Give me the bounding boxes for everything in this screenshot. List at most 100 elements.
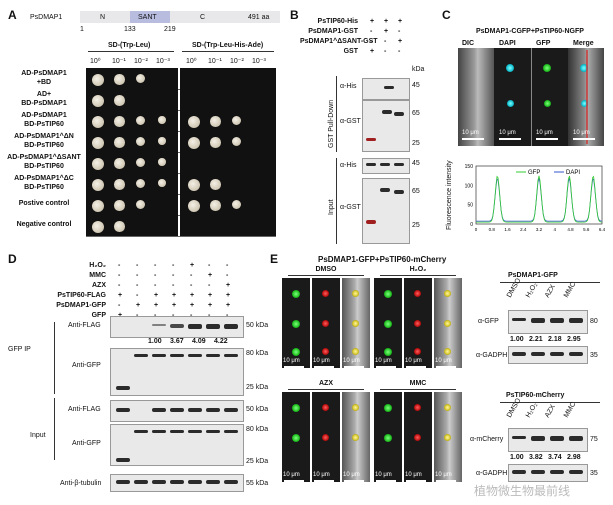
treatment-sign: +: [226, 302, 231, 309]
scale-bar: [436, 480, 456, 482]
yeast-colony: [92, 137, 104, 149]
scale-bar: [406, 480, 426, 482]
mcherry-nucleus: [414, 404, 421, 411]
gfp-signal: [544, 100, 551, 107]
his-blot-input: [362, 158, 410, 174]
his-band: [384, 86, 394, 89]
dilution-label: 10⁻³: [156, 58, 170, 65]
yeast-row-label-1: AD-PsDMAP1^ΔC: [14, 175, 74, 182]
flag-input-band: [116, 408, 130, 412]
scale-label: 10 μm: [343, 358, 360, 364]
pulldown-sign: +: [398, 18, 403, 25]
scale-label: 10 μm: [283, 358, 300, 364]
gfp-ip-band-80: [206, 354, 220, 357]
yeast-row-label-1: AD+: [36, 91, 52, 98]
pulldown-sign: +: [384, 28, 389, 35]
dilution-label: 10⁰: [186, 58, 197, 65]
ab-flag-ip: Anti-FLAG: [68, 322, 101, 329]
gadph-e-band-2: [531, 470, 545, 474]
x-tick-label: 1.6: [504, 227, 511, 232]
yeast-colony: [158, 116, 166, 124]
coip-quant-value: 1.00: [148, 338, 162, 345]
treatment-sign: +: [190, 292, 195, 299]
scale-label: 10 μm: [405, 358, 422, 364]
dilution-label: 10⁰: [90, 58, 101, 65]
channel-label: DAPI: [499, 40, 516, 47]
gfp-ip-band-80: [170, 354, 184, 357]
mch-quant-value: 1.00: [510, 454, 524, 461]
ab-gst-1: α-GST: [340, 118, 361, 125]
scale-label: 10 μm: [343, 472, 360, 478]
yeast-colony: [158, 137, 166, 145]
treatment-sign: +: [208, 272, 213, 279]
y-tick-label: 0: [470, 222, 473, 228]
pulldown-sign: +: [398, 38, 403, 45]
scale-label: 10 μm: [435, 472, 452, 478]
treatment-sign: -: [208, 312, 210, 320]
ab-his-1: α-His: [340, 83, 357, 90]
yeast-colony: [92, 116, 104, 128]
yeast-row-label-2: BD-PsDMAP1: [21, 100, 67, 107]
gadph-e-band-2: [569, 470, 583, 474]
condition-label: H₂O₂: [409, 266, 427, 273]
mcherry-nucleus: [414, 290, 421, 297]
x-tick-label: 5.6: [583, 227, 590, 232]
panel-a-letter: A: [8, 8, 17, 22]
gadph-e-band-1: [550, 352, 564, 356]
gfp-nucleus: [292, 404, 300, 412]
merge-nucleus: [444, 348, 451, 355]
gadph-e-band-1: [512, 352, 526, 356]
condition-underline: [380, 389, 456, 390]
yeast-colony: [114, 116, 125, 127]
gst-band-3: [366, 138, 376, 141]
dapi-nucleus: [506, 64, 514, 72]
gfp-ip-band-80: [134, 354, 148, 357]
yeast-row-label-1: AD-PsDMAP1: [21, 70, 67, 77]
yeast-colony: [188, 137, 200, 149]
merge-signal: [581, 100, 588, 107]
channel-label: Merge: [573, 40, 594, 47]
yeast-row-label-2: BD-PsTIP60: [24, 121, 64, 128]
panel-b-letter: B: [290, 8, 299, 22]
pulldown-condition-label: GST: [343, 48, 358, 55]
treatment-sign: +: [136, 302, 141, 309]
input-label-d: Input: [30, 432, 46, 439]
treatment-label: GFP: [91, 312, 106, 319]
flag-ip-band: [170, 324, 184, 328]
mw-25b: 25: [412, 222, 420, 229]
yeast-colony: [136, 116, 145, 125]
gst-input-band-1: [380, 188, 390, 192]
x-tick-label: 6.4: [599, 227, 606, 232]
treatment-sign: +: [172, 292, 177, 299]
mcherry-nucleus: [414, 320, 421, 327]
mch-quant-value: 2.98: [567, 454, 581, 461]
treatment-sign: -: [226, 312, 228, 320]
media-label-1: SD-(Trp-Leu): [108, 42, 151, 49]
yeast-colony: [114, 221, 125, 232]
merge-nucleus: [352, 320, 359, 327]
flag-ip-band: [152, 324, 166, 326]
scale-label: 10 μm: [313, 358, 330, 364]
mch-blot-title: PsTIP60-mCherry: [506, 392, 565, 399]
treatment-sign: -: [118, 302, 121, 309]
treatment-sign: -: [172, 272, 175, 279]
tubulin-band: [188, 480, 202, 484]
pulldown-sign: -: [398, 28, 401, 35]
legend-gfp: GFP: [528, 170, 540, 176]
gst-input-band-3: [366, 220, 376, 224]
colocalization-title: PsDMAP1-GFP+PsTIP60-mCherry: [318, 255, 447, 264]
yeast-row-label-2: +BD: [36, 79, 52, 86]
dilution-label: 10⁻¹: [112, 58, 126, 65]
gfp-ip-label: GFP IP: [8, 346, 31, 353]
scale-label: 10 μm: [313, 472, 330, 478]
gfp-e-band: [531, 318, 545, 323]
tubulin-band: [224, 480, 238, 484]
treatment-sign: +: [190, 302, 195, 309]
gfp-nucleus: [384, 320, 392, 328]
mch-e-band: [531, 436, 545, 441]
mcherry-nucleus: [322, 404, 329, 411]
merge-nucleus: [352, 290, 359, 297]
merge-nucleus: [444, 320, 451, 327]
yeast-colony: [114, 74, 125, 85]
kda-label: kDa: [412, 66, 425, 73]
